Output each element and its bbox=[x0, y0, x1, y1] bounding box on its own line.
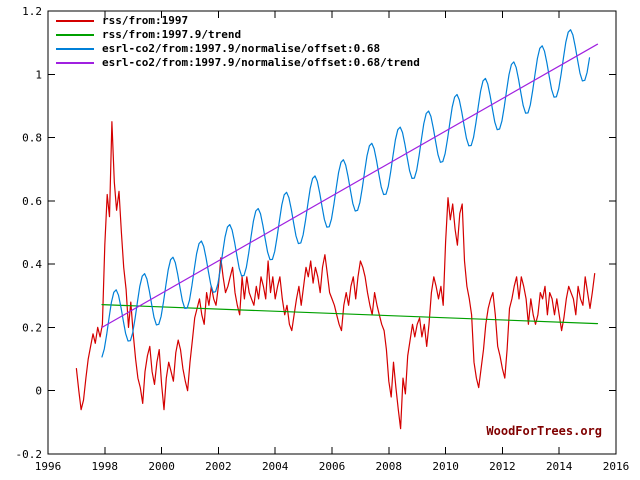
x-tick-label: 2008 bbox=[376, 460, 403, 473]
series-line-1 bbox=[101, 304, 599, 325]
legend: rss/from:1997 rss/from:1997.9/trend esrl… bbox=[56, 14, 420, 70]
y-tick-label: 0 bbox=[35, 385, 42, 398]
x-tick-label: 1998 bbox=[92, 460, 119, 473]
y-tick-label: 0.8 bbox=[22, 132, 42, 145]
series-line-0 bbox=[75, 121, 596, 430]
y-tick-label: 1.2 bbox=[22, 5, 42, 18]
series-line-3 bbox=[101, 43, 599, 328]
y-tick-label: 0.6 bbox=[22, 195, 42, 208]
legend-line-swatch-co2 bbox=[56, 48, 94, 50]
legend-label-co2-trend: esrl-co2/from:1997.9/normalise/offset:0.… bbox=[102, 56, 420, 69]
y-tick-label: 0.2 bbox=[22, 321, 42, 334]
legend-line-swatch-rss-trend bbox=[56, 34, 94, 36]
series-line-2 bbox=[101, 29, 591, 358]
plot-border bbox=[47, 10, 617, 455]
x-tick-label: 2012 bbox=[489, 460, 516, 473]
legend-label-rss: rss/from:1997 bbox=[102, 14, 189, 27]
legend-line-swatch-co2-trend bbox=[56, 62, 94, 64]
x-tick-label: 2004 bbox=[262, 460, 289, 473]
x-tick-label: 2014 bbox=[546, 460, 573, 473]
legend-item-co2-trend: esrl-co2/from:1997.9/normalise/offset:0.… bbox=[56, 56, 420, 70]
y-tick-label: 0.4 bbox=[22, 258, 42, 271]
x-tick-label: 2002 bbox=[205, 460, 232, 473]
legend-item-rss-trend: rss/from:1997.9/trend bbox=[56, 28, 420, 42]
watermark: WoodForTrees.org bbox=[486, 424, 602, 438]
legend-item-co2: esrl-co2/from:1997.9/normalise/offset:0.… bbox=[56, 42, 420, 56]
legend-label-rss-trend: rss/from:1997.9/trend bbox=[102, 28, 242, 41]
x-tick-label: 1996 bbox=[35, 460, 62, 473]
x-tick-label: 2000 bbox=[148, 460, 175, 473]
x-tick-label: 2016 bbox=[603, 460, 630, 473]
y-tick-label: 1 bbox=[35, 68, 42, 81]
legend-label-co2: esrl-co2/from:1997.9/normalise/offset:0.… bbox=[102, 42, 381, 55]
legend-line-swatch-rss bbox=[56, 20, 94, 22]
legend-item-rss: rss/from:1997 bbox=[56, 14, 420, 28]
y-tick-label: -0.2 bbox=[16, 448, 43, 461]
x-tick-label: 2006 bbox=[319, 460, 346, 473]
x-tick-label: 2010 bbox=[432, 460, 459, 473]
